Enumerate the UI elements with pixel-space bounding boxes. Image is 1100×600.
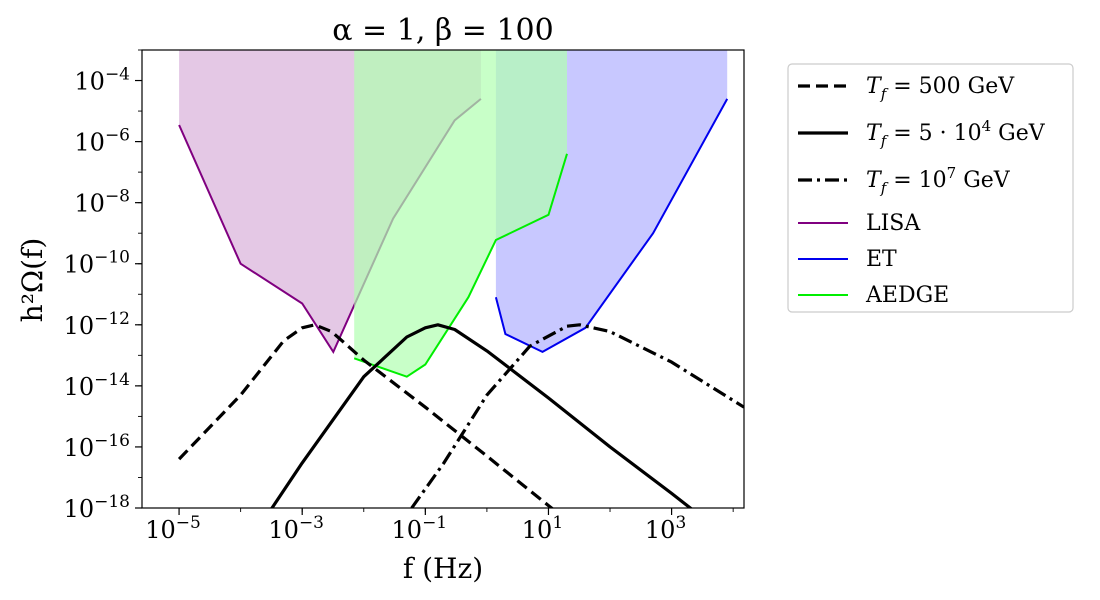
et-sensitivity-curve bbox=[494, 98, 729, 354]
x-tick-label: 10−3 bbox=[268, 513, 324, 544]
sensitivity-regions bbox=[178, 50, 729, 378]
plot-frame bbox=[141, 49, 745, 509]
y-tick-label: 10−8 bbox=[74, 187, 130, 218]
y-axis-label: h²Ω(f) bbox=[16, 238, 49, 323]
legend-box bbox=[787, 63, 1074, 313]
series-lines bbox=[177, 323, 744, 508]
y-tick-label: 10−18 bbox=[64, 492, 130, 523]
legend-label-series-1: Tf = 500 GeV bbox=[866, 74, 1015, 103]
legend-label-series-2: Tf = 5 · 104 GeV bbox=[866, 117, 1046, 150]
series-line-2 bbox=[270, 323, 693, 508]
y-tick-label: 10−6 bbox=[74, 126, 130, 157]
x-axis: 10−5 10−3 10−1 101 103 bbox=[145, 508, 734, 544]
aedge-sensitivity-curve bbox=[353, 153, 568, 378]
x-tick-label: 10−5 bbox=[145, 513, 201, 544]
x-tick-label: 10−1 bbox=[392, 513, 448, 544]
x-axis-label: f (Hz) bbox=[403, 552, 483, 585]
series-line-1 bbox=[177, 323, 555, 508]
aedge-region-fill bbox=[354, 50, 567, 377]
legend-label-aedge: AEDGE bbox=[865, 283, 949, 308]
y-axis: 10−18 10−16 10−14 10−12 10−10 10−8 10−6 10−4 bbox=[64, 49, 142, 523]
legend-label-et: ET bbox=[866, 247, 897, 272]
legend-label-series-3: Tf = 107 GeV bbox=[866, 164, 1011, 197]
y-tick-label: 10−4 bbox=[74, 65, 130, 96]
legend-label-lisa: LISA bbox=[866, 211, 921, 236]
x-tick-label: 103 bbox=[645, 513, 686, 544]
legend: Tf = 500 GeV Tf = 5 · 104 GeV Tf = 107 GeV… bbox=[787, 63, 1074, 313]
chart-title: α = 1, β = 100 bbox=[332, 13, 553, 48]
x-tick-label: 101 bbox=[522, 513, 563, 544]
y-tick-label: 10−12 bbox=[64, 309, 130, 340]
y-tick-label: 10−10 bbox=[64, 248, 130, 279]
y-tick-label: 10−14 bbox=[64, 370, 130, 401]
y-tick-label: 10−16 bbox=[64, 431, 130, 462]
series-line-3 bbox=[410, 323, 744, 508]
